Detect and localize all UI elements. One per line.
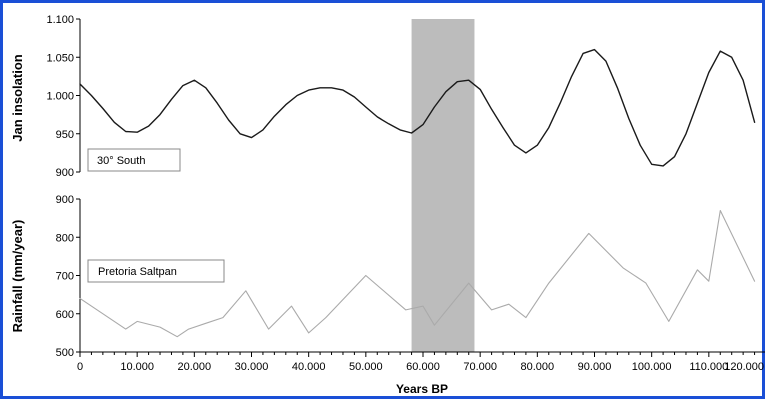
x-tick-label: 70.000 bbox=[463, 361, 497, 373]
x-tick-label: 100.000 bbox=[632, 361, 672, 373]
y-tick-label: 1.100 bbox=[46, 14, 74, 26]
x-axis-label: Years BP bbox=[396, 382, 448, 396]
y-tick-label: 600 bbox=[56, 309, 74, 321]
x-tick-label: 30.000 bbox=[235, 361, 269, 373]
x-tick-label: 0 bbox=[77, 361, 83, 373]
y-tick-label: 700 bbox=[56, 271, 74, 283]
y-tick-label: 800 bbox=[56, 232, 74, 244]
legend-box-insolation bbox=[87, 148, 181, 172]
series-line-0-0 bbox=[79, 48, 756, 167]
x-tick-label: 80.000 bbox=[521, 361, 555, 373]
x-tick-label: 120.000 bbox=[724, 361, 764, 373]
highlight-band bbox=[411, 19, 475, 352]
y-tick-label: 900 bbox=[56, 167, 74, 179]
legend-rainfall: Pretoria Saltpan bbox=[98, 266, 177, 278]
y-axis-label-insolation: Jan insolation bbox=[10, 54, 25, 141]
y-tick-label: 900 bbox=[56, 194, 74, 206]
x-tick-label: 110.000 bbox=[689, 361, 728, 373]
y-tick-label: 500 bbox=[56, 347, 74, 359]
x-tick-label: 20.000 bbox=[178, 361, 212, 373]
y-tick-label: 1.050 bbox=[46, 52, 74, 64]
x-tick-label: 60.000 bbox=[406, 361, 440, 373]
y-tick-label: 1.000 bbox=[46, 91, 74, 103]
legend-box-rainfall bbox=[87, 259, 225, 283]
y-tick-label: 950 bbox=[56, 129, 74, 141]
x-tick-label: 40.000 bbox=[292, 361, 326, 373]
x-tick-label: 50.000 bbox=[349, 361, 383, 373]
legend-insolation: 30° South bbox=[97, 155, 145, 167]
x-tick-label: 10.000 bbox=[120, 361, 154, 373]
y-axis-label-rainfall: Rainfall (mm/year) bbox=[10, 220, 25, 333]
x-tick-label: 90.000 bbox=[578, 361, 612, 373]
series-line-1-0 bbox=[79, 209, 756, 338]
